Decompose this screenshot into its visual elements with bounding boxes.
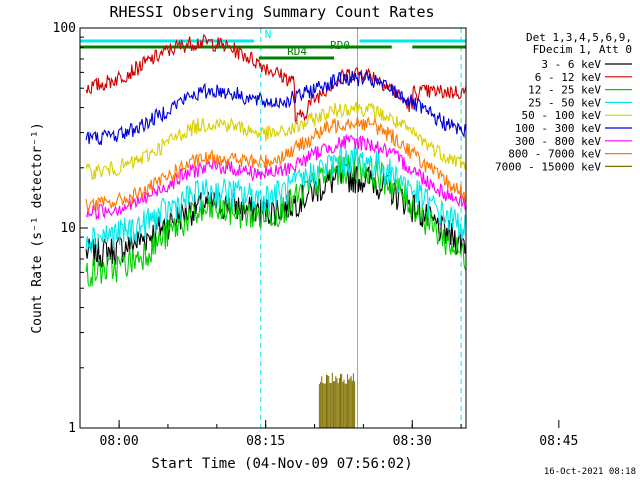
x-tick-label: 08:00: [100, 434, 139, 449]
flag-label: RD4: [287, 45, 307, 58]
plot-frame: [79, 27, 467, 429]
series-line: [85, 134, 467, 221]
x-tick-label: 08:15: [246, 434, 285, 449]
flag-label: RD0: [330, 39, 350, 52]
legend-header: FDecim 1, Att 0: [533, 43, 632, 56]
chart-title: RHESSI Observing Summary Count Rates: [109, 3, 434, 21]
legend-label: 300 - 800 keV: [515, 135, 601, 148]
series-line: [85, 101, 467, 181]
series-line: [85, 116, 467, 214]
x-tick-label: 08:45: [539, 434, 578, 449]
legend-header: Det 1,3,4,5,6,9,: [526, 31, 632, 44]
series-line: [318, 372, 356, 428]
flag-label: N: [265, 28, 272, 41]
legend-label: 7000 - 15000 keV: [495, 160, 601, 173]
legend-label: 25 - 50 keV: [528, 96, 601, 109]
series-line: [85, 70, 467, 146]
y-tick-label: 100: [53, 21, 76, 36]
y-tick-label: 1: [68, 421, 76, 436]
legend-label: 50 - 100 keV: [522, 109, 602, 122]
legend-label: 100 - 300 keV: [515, 122, 601, 135]
legend-label: 3 - 6 keV: [541, 58, 601, 71]
series-line: [85, 154, 467, 287]
legend-label: 800 - 7000 keV: [508, 148, 601, 161]
y-tick-label: 10: [60, 221, 76, 236]
series-line: [85, 146, 467, 254]
legend-label: 12 - 25 keV: [528, 84, 601, 97]
x-axis-label: Start Time (04-Nov-09 07:56:02): [151, 456, 412, 472]
plot-timestamp: 16-Oct-2021 08:18: [544, 467, 636, 477]
y-axis-label: Count Rate (s⁻¹ detector⁻¹): [30, 122, 45, 333]
x-tick-label: 08:30: [393, 434, 432, 449]
legend-label: 6 - 12 keV: [535, 71, 602, 84]
